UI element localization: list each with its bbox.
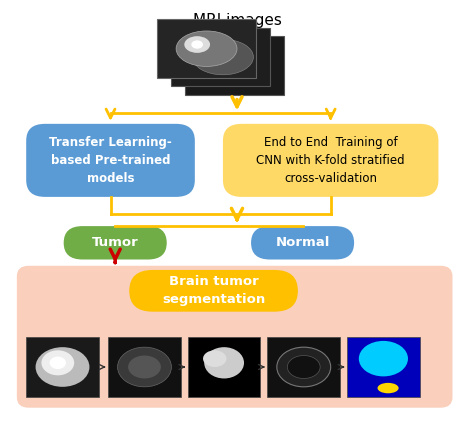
Text: Tumor: Tumor <box>92 236 138 249</box>
Ellipse shape <box>41 350 74 375</box>
FancyBboxPatch shape <box>108 337 181 397</box>
Ellipse shape <box>277 347 331 387</box>
Ellipse shape <box>184 36 210 53</box>
Text: MRI images: MRI images <box>192 13 282 28</box>
Ellipse shape <box>287 355 320 379</box>
FancyBboxPatch shape <box>157 19 256 78</box>
FancyBboxPatch shape <box>64 226 167 259</box>
FancyBboxPatch shape <box>267 337 340 397</box>
Ellipse shape <box>118 347 172 387</box>
Ellipse shape <box>128 355 161 379</box>
Ellipse shape <box>377 383 399 393</box>
FancyBboxPatch shape <box>347 337 419 397</box>
FancyBboxPatch shape <box>223 124 438 197</box>
FancyBboxPatch shape <box>185 36 284 95</box>
FancyBboxPatch shape <box>172 28 270 86</box>
Ellipse shape <box>176 31 237 66</box>
Ellipse shape <box>203 350 227 367</box>
FancyBboxPatch shape <box>129 270 298 312</box>
Ellipse shape <box>192 39 254 75</box>
Text: End to End  Training of
CNN with K-fold stratified
cross-validation: End to End Training of CNN with K-fold s… <box>256 136 405 185</box>
Ellipse shape <box>36 347 90 387</box>
Ellipse shape <box>204 347 244 379</box>
FancyBboxPatch shape <box>26 337 99 397</box>
Text: Normal: Normal <box>275 236 330 249</box>
FancyBboxPatch shape <box>17 266 453 408</box>
Text: Transfer Learning-
based Pre-trained
models: Transfer Learning- based Pre-trained mod… <box>49 136 172 185</box>
FancyBboxPatch shape <box>251 226 354 259</box>
FancyBboxPatch shape <box>26 124 195 197</box>
Text: Brain tumor
segmentation: Brain tumor segmentation <box>162 275 265 306</box>
Ellipse shape <box>359 341 408 376</box>
Ellipse shape <box>50 357 66 369</box>
FancyBboxPatch shape <box>188 337 260 397</box>
Ellipse shape <box>191 40 203 49</box>
